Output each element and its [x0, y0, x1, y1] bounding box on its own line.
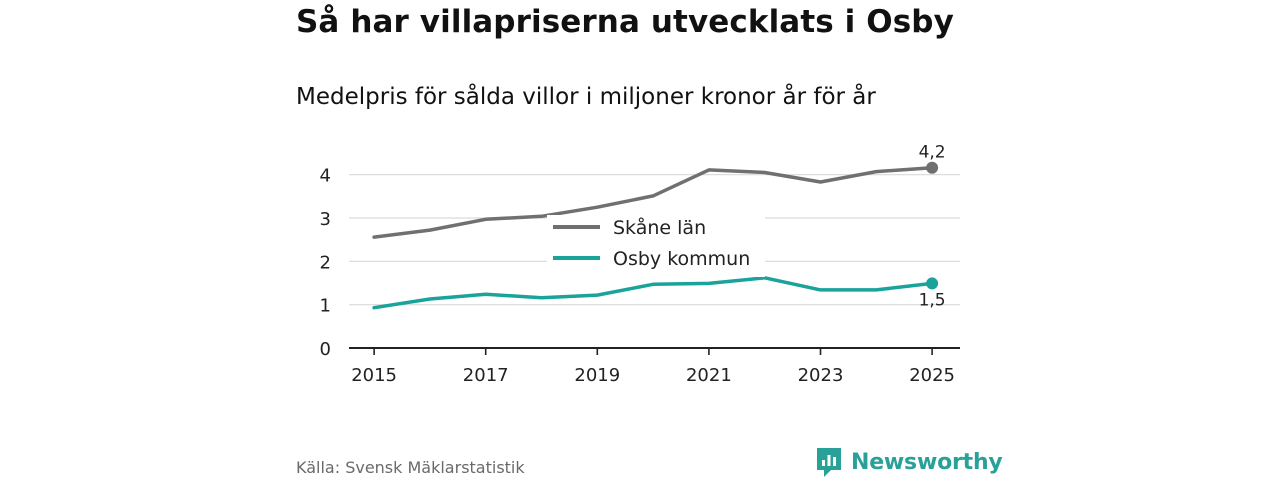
- x-tick-label: 2015: [351, 365, 397, 386]
- brand-name: Newsworthy: [851, 449, 1003, 475]
- y-tick-label: 3: [320, 209, 331, 230]
- source-note: Källa: Svensk Mäklarstatistik: [296, 458, 525, 477]
- y-tick-label: 2: [320, 252, 331, 273]
- chart-title: Så har villapriserna utvecklats i Osby: [296, 4, 954, 40]
- brand[interactable]: Newsworthy: [815, 446, 1003, 478]
- x-tick-label: 2023: [798, 365, 844, 386]
- series-end-point-osby-kommun: [926, 277, 939, 290]
- series-line-osby-kommun: [372, 276, 934, 310]
- bar-chart-logo-icon: [817, 448, 841, 477]
- end-value-label: 1,5: [919, 290, 946, 310]
- x-tick-label: 2017: [463, 365, 509, 386]
- y-tick-label: 0: [320, 339, 331, 360]
- end-value-label: 4,2: [919, 143, 946, 163]
- x-tick-label: 2021: [686, 365, 732, 386]
- y-tick-label: 4: [320, 166, 331, 187]
- x-tick-label: 2019: [574, 365, 620, 386]
- legend-label: Osby kommun: [613, 248, 750, 270]
- series-end-point-sk-ne-l-n: [926, 161, 939, 174]
- chart-subtitle: Medelpris för sålda villor i miljoner kr…: [296, 84, 876, 110]
- y-tick-label: 1: [320, 296, 331, 317]
- series-line-sk-ne-l-n: [372, 165, 934, 239]
- x-tick-label: 2025: [909, 365, 955, 386]
- legend-label: Skåne län: [613, 216, 706, 239]
